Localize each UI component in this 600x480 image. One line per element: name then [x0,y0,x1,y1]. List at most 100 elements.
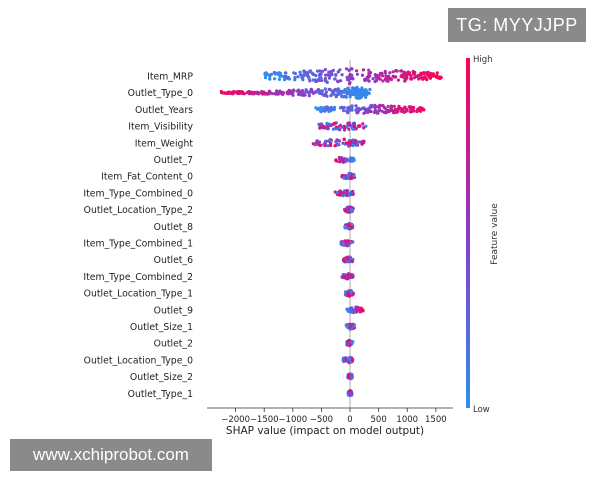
shap-point [348,275,352,280]
shap-point [317,78,321,82]
shap-point [404,77,408,81]
shap-point [317,140,322,144]
shap-point [375,73,379,78]
shap-point [419,71,423,75]
feature-label-outlet-2: Outlet_2 [154,339,193,350]
shap-point [340,125,344,129]
shap-point [345,307,349,311]
shap-point [352,174,356,178]
shap-point [301,78,305,82]
shap-point [366,78,370,82]
shap-point [277,77,282,81]
shap-point [323,78,327,82]
x-tick-label: −1000 [278,415,307,425]
shap-point [350,124,354,129]
shap-point [311,72,315,76]
shap-point [361,68,366,72]
x-tick-label: 1500 [425,415,447,425]
shap-point [399,69,404,73]
swarm-outlet-2 [345,338,355,348]
shap-point [349,206,353,210]
shap-point [346,343,350,347]
shap-point [327,76,331,80]
shap-point [348,306,353,310]
shap-point [389,77,394,82]
shap-point [347,68,351,72]
feature-label-outlet-8: Outlet_8 [154,222,193,233]
shap-point [228,91,232,96]
shap-point [384,107,388,111]
shap-point [267,89,271,93]
shap-point [335,138,339,142]
shap-point [337,128,341,132]
shap-point [349,92,354,97]
shap-point [336,80,340,84]
swarm-outlet-years [314,103,426,115]
feature-label-outlet-years: Outlet_Years [135,105,193,116]
shap-point [352,311,356,315]
shap-point [236,91,240,95]
shap-point [343,290,348,294]
swarm-item-type-combined-1 [339,239,355,248]
shap-point [333,87,338,92]
shap-point [349,208,353,212]
colorbar-low-label: Low [473,405,490,415]
swarm-outlet-9 [345,305,365,315]
shap-point [366,74,370,78]
shap-point [347,373,351,377]
shap-point [341,358,345,362]
shap-point [283,78,287,82]
colorbar-high-label: High [473,55,493,65]
shap-point [329,106,333,111]
shap-point [333,77,337,81]
shap-point [380,74,385,78]
shap-point [347,127,351,131]
x-tick-label: 0 [347,415,352,425]
shap-point [303,70,307,74]
shap-point [369,71,373,75]
shap-point [273,92,277,96]
shap-point [320,92,324,96]
shap-point [343,94,347,98]
shap-point [367,68,371,72]
shap-point [323,109,327,113]
shap-point [314,74,318,78]
shap-point [395,69,399,73]
shap-point [296,75,300,79]
shap-point [388,71,392,75]
swarm-outlet-6 [341,255,355,264]
shap-point [291,93,295,97]
swarm-outlet-8 [343,222,355,231]
shap-point [397,104,401,108]
shap-point [380,109,384,113]
shap-point [310,88,314,92]
shap-point [425,71,429,75]
shap-point [412,105,416,110]
shap-point [415,109,419,114]
feature-label-outlet-size-2: Outlet_Size_2 [130,372,193,383]
shap-point [417,77,421,81]
shap-point [355,111,359,115]
shap-point [281,92,285,96]
shap-point [338,68,342,72]
shap-point [320,123,324,127]
shap-point [340,193,345,197]
shap-point [348,256,353,260]
shap-point [278,91,283,95]
x-axis: −2000 −1500 −1000 −500 0 500 1000 1500 [207,407,453,425]
shap-point [359,307,363,311]
shap-point [346,174,350,178]
shap-point [424,77,428,81]
shap-point [296,92,301,97]
shap-point [268,77,272,81]
shap-point [360,86,364,90]
shap-point [347,338,351,343]
shap-point [318,143,322,147]
shap-point [376,109,380,113]
shap-point [323,93,327,97]
shap-point [396,109,400,113]
shap-point [270,72,274,76]
shap-point [347,224,351,228]
shap-point [392,111,396,115]
